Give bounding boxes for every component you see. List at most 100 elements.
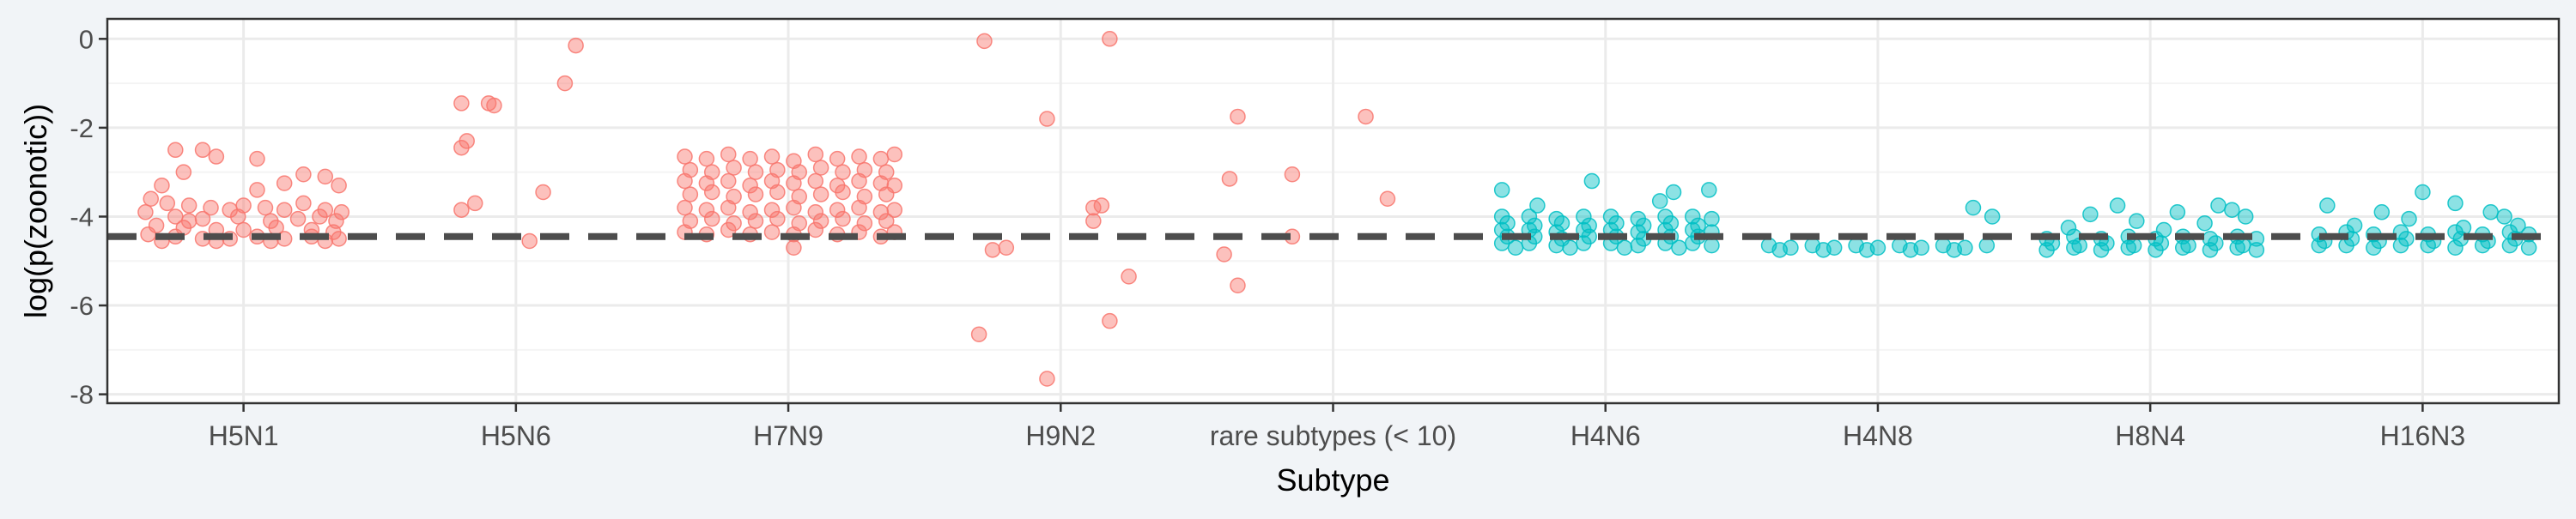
data-point bbox=[1102, 31, 1118, 47]
data-point bbox=[1379, 190, 1396, 208]
data-point bbox=[175, 164, 192, 180]
x-tick-label: H5N6 bbox=[481, 420, 551, 451]
data-point bbox=[333, 204, 350, 220]
y-tick-label: 0 bbox=[79, 24, 94, 54]
data-point bbox=[257, 199, 274, 216]
data-point bbox=[984, 242, 1001, 258]
data-point bbox=[747, 186, 764, 202]
data-point bbox=[1771, 242, 1788, 258]
data-point bbox=[2501, 237, 2518, 254]
data-point bbox=[742, 150, 758, 167]
x-tick-label: H5N1 bbox=[209, 420, 279, 451]
data-point bbox=[453, 202, 470, 218]
data-point bbox=[1704, 210, 1720, 227]
data-point bbox=[1553, 214, 1571, 232]
data-point bbox=[812, 186, 829, 202]
data-point bbox=[2129, 213, 2145, 229]
data-point bbox=[1859, 242, 1875, 258]
data-point bbox=[2373, 204, 2391, 220]
data-point bbox=[1085, 213, 1102, 229]
data-point bbox=[835, 210, 851, 227]
x-tick-label: H8N4 bbox=[2115, 420, 2185, 451]
data-point bbox=[1521, 208, 1538, 225]
data-point bbox=[878, 213, 895, 229]
data-point bbox=[998, 239, 1015, 256]
data-point bbox=[703, 210, 720, 227]
data-point bbox=[703, 184, 720, 201]
data-point bbox=[677, 199, 693, 216]
data-point bbox=[203, 199, 219, 216]
data-point bbox=[230, 208, 246, 225]
data-point bbox=[2338, 237, 2354, 254]
data-point bbox=[1529, 197, 1546, 214]
data-point bbox=[2366, 239, 2382, 256]
x-tick-label: rare subtypes (< 10) bbox=[1210, 420, 1456, 451]
data-point bbox=[331, 177, 347, 194]
data-point bbox=[2093, 242, 2110, 258]
data-point bbox=[812, 160, 829, 176]
data-point bbox=[1039, 111, 1055, 127]
data-point bbox=[1562, 239, 1578, 256]
data-point bbox=[720, 199, 737, 216]
data-point bbox=[878, 186, 895, 202]
data-point bbox=[851, 172, 867, 190]
data-point bbox=[289, 210, 307, 227]
data-point bbox=[1039, 371, 1055, 387]
data-point bbox=[1358, 108, 1374, 125]
data-point bbox=[807, 172, 824, 190]
data-point bbox=[807, 146, 824, 163]
data-point bbox=[677, 148, 693, 165]
data-point bbox=[2038, 242, 2055, 258]
data-point bbox=[2520, 239, 2537, 256]
data-point bbox=[453, 95, 470, 112]
data-point bbox=[2248, 242, 2265, 258]
data-point bbox=[1102, 312, 1118, 329]
data-point bbox=[742, 204, 758, 220]
data-point bbox=[2319, 197, 2336, 214]
data-point bbox=[720, 172, 737, 190]
data-point bbox=[682, 186, 699, 202]
data-point bbox=[2482, 204, 2499, 220]
data-point bbox=[786, 199, 802, 216]
data-point bbox=[1548, 237, 1564, 254]
data-point bbox=[137, 204, 154, 220]
data-point bbox=[249, 182, 265, 198]
data-point bbox=[295, 166, 312, 183]
data-point bbox=[2229, 239, 2245, 256]
data-point bbox=[180, 213, 197, 229]
data-point bbox=[1815, 242, 1832, 258]
data-point bbox=[835, 184, 851, 201]
data-point bbox=[159, 195, 176, 212]
y-axis-title: log(p(zoonotic)) bbox=[18, 104, 53, 318]
data-point bbox=[2210, 197, 2227, 214]
data-point bbox=[763, 202, 781, 218]
data-point bbox=[851, 199, 867, 216]
axes: 0 -2 -4 -6 -8 H5N1 H5N6 H7N9 H9N2 rare subtypes (… bbox=[70, 17, 2561, 451]
data-point bbox=[698, 202, 715, 218]
data-point bbox=[1965, 199, 1982, 216]
data-point bbox=[2196, 214, 2213, 232]
data-point bbox=[521, 232, 538, 250]
data-point bbox=[2148, 242, 2164, 258]
data-point bbox=[970, 326, 987, 342]
data-point bbox=[1284, 166, 1301, 183]
data-point bbox=[2474, 237, 2491, 254]
data-point bbox=[1684, 208, 1701, 225]
y-tick-label: -6 bbox=[70, 291, 94, 321]
data-point bbox=[1493, 182, 1510, 198]
data-point bbox=[1665, 184, 1682, 201]
data-point bbox=[317, 168, 334, 185]
data-point bbox=[143, 190, 160, 208]
data-point bbox=[2415, 184, 2431, 201]
data-point bbox=[747, 213, 764, 229]
data-point bbox=[1902, 242, 1919, 258]
data-point bbox=[1616, 239, 1633, 256]
data-point bbox=[763, 148, 781, 165]
data-point bbox=[1978, 237, 1996, 254]
x-axis-title: Subtype bbox=[1276, 462, 1389, 498]
data-point bbox=[249, 150, 265, 167]
data-point bbox=[769, 210, 786, 227]
data-point bbox=[180, 197, 197, 214]
data-point bbox=[2392, 237, 2409, 254]
